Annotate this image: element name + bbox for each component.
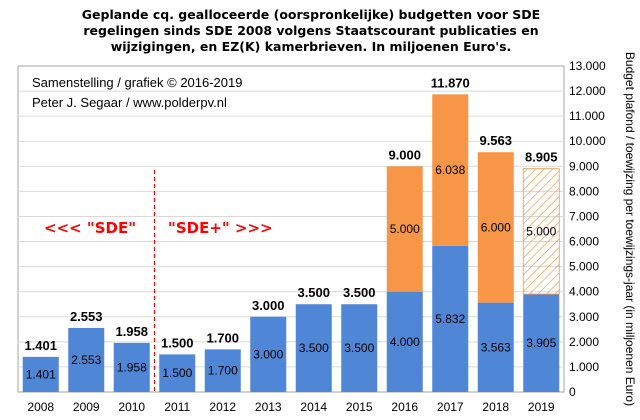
bar-base-value-label: 1.958	[117, 360, 147, 374]
chart-title-line-2: regelingen sinds SDE 2008 volgens Staats…	[83, 23, 538, 38]
chart-title-line-1: Geplande cq. gealloceerde (oorspronkelij…	[82, 7, 540, 22]
bar-base	[523, 294, 560, 392]
era-label-sde-plus: "SDE+" >>>	[168, 219, 273, 237]
y-tick-label: 4.000	[569, 285, 599, 299]
bar-base	[22, 356, 59, 392]
x-category-label: 2018	[482, 400, 509, 414]
y-tick-label: 13.000	[569, 59, 606, 73]
y-tick-label: 5.000	[569, 260, 599, 274]
bar-base-value-label: 1.700	[208, 364, 238, 378]
y-tick-label: 8.000	[569, 184, 599, 198]
bar-base	[68, 327, 105, 392]
bars: 1.401 1.401 2.553 2.553 1.958 1.958 1.500 1.500…	[22, 75, 560, 392]
bar-base	[386, 291, 423, 392]
y-tick-label: 7.000	[569, 209, 599, 223]
bar-base	[341, 304, 378, 392]
bar-base	[204, 349, 241, 392]
bar-base-value-label: 3.905	[526, 336, 556, 350]
chart-title-line-3: wijzigingen, en EZ(K) kamerbrieven. In m…	[111, 39, 512, 54]
bar-base	[295, 304, 332, 392]
bar-base-value-label: 3.500	[344, 341, 374, 355]
gridlines	[18, 90, 564, 368]
y-tick-label: 10.000	[569, 134, 606, 148]
bar-total-label: 1.401	[24, 338, 57, 353]
x-category-label: 2013	[255, 400, 282, 414]
bar-total-label: 9.563	[479, 133, 512, 148]
y-tick-label: 9.000	[569, 159, 599, 173]
bar-base-value-label: 3.563	[481, 340, 511, 354]
bar-base-value-label: 5.832	[435, 312, 465, 326]
x-axis-categories: 2008 2009 2010 2011 2012 2013 2014 2015 2016 2017…	[27, 400, 555, 414]
y-tick-label: 11.000	[569, 109, 605, 123]
y-axis-ticks: 0 1.000 2.000 3.000 4.000 5.000 6.000 7.000 8.00…	[569, 59, 606, 399]
bar-extra-value-label: 5.000	[526, 224, 556, 238]
x-category-label: 2009	[73, 400, 100, 414]
bar-total-label: 1.700	[206, 330, 239, 345]
bar-total-label: 3.000	[252, 298, 285, 313]
x-category-label: 2014	[300, 400, 327, 414]
bar-base-value-label: 1.500	[162, 366, 192, 380]
bar-extra	[432, 94, 469, 246]
bar-total-label: 3.500	[343, 285, 376, 300]
y-tick-label: 1.000	[569, 360, 599, 374]
bar-extra-value-label: 6.000	[481, 220, 511, 234]
x-category-label: 2012	[209, 400, 236, 414]
bar-base-value-label: 4.000	[390, 335, 420, 349]
bar-base	[159, 354, 196, 392]
bar-total-label: 11.870	[431, 75, 470, 90]
y-tick-label: 2.000	[569, 335, 599, 349]
y-axis-title: Budget plafond / toewijzing per toewijzi…	[623, 52, 637, 406]
bar-total-label: 2.553	[70, 309, 103, 324]
bar-base-value-label: 1.401	[26, 367, 56, 381]
bar-base-value-label: 3.500	[299, 341, 329, 355]
x-category-label: 2011	[164, 400, 190, 414]
x-category-label: 2010	[118, 400, 145, 414]
plot-area	[17, 65, 565, 393]
bar-extra-value-label: 6.038	[435, 163, 465, 177]
y-tick-label: 12.000	[569, 84, 606, 98]
bar-extra-hatched	[522, 168, 560, 295]
bar-base	[250, 316, 287, 392]
bar-base	[113, 342, 150, 392]
x-category-label: 2017	[437, 400, 464, 414]
x-category-label: 2016	[391, 400, 418, 414]
bar-total-label: 3.500	[297, 285, 330, 300]
x-category-label: 2015	[346, 400, 373, 414]
y-tick-label: 3.000	[569, 310, 599, 324]
bar-base-value-label: 3.000	[253, 347, 283, 361]
bar-total-label: 1.958	[115, 324, 148, 339]
bar-base	[477, 302, 514, 392]
y-tick-label: 6.000	[569, 235, 599, 249]
y-tick-label: 0	[569, 385, 576, 399]
bar-base	[432, 245, 469, 392]
x-category-label: 2019	[528, 400, 555, 414]
credit-line-2: Peter J. Segaar / www.polderpv.nl	[32, 95, 227, 110]
bar-total-label: 8.905	[525, 150, 558, 165]
era-label-sde: <<< "SDE"	[44, 219, 136, 237]
x-category-label: 2008	[27, 400, 54, 414]
bar-total-label: 9.000	[388, 147, 421, 162]
bar-total-label: 1.500	[161, 335, 194, 350]
bar-base-value-label: 2.553	[71, 353, 101, 367]
bar-extra-value-label: 5.000	[390, 222, 420, 236]
bar-extra	[477, 152, 514, 303]
bar-extra	[386, 166, 423, 292]
credit-line-1: Samenstelling / grafiek © 2016-2019	[32, 75, 242, 90]
